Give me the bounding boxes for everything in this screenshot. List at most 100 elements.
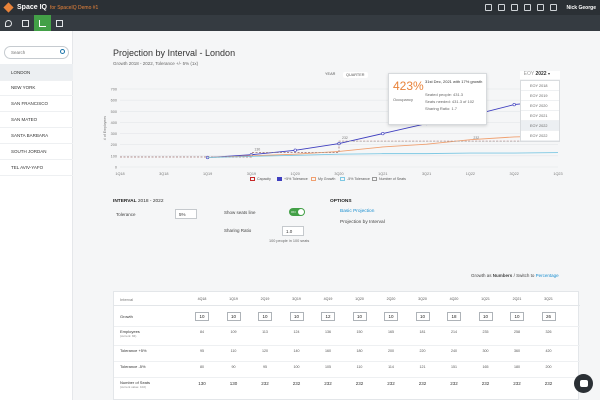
- growth-input[interactable]: 26: [541, 312, 556, 321]
- table-cell: 232: [261, 381, 269, 386]
- table-row-label: Tolerance -5%: [120, 364, 160, 369]
- table-cell: 258: [514, 330, 520, 334]
- table-cell: 235: [482, 330, 489, 334]
- column-header: 4Q19: [323, 297, 333, 301]
- row-label-growth: Growth: [120, 314, 133, 319]
- search-icon[interactable]: [60, 49, 65, 54]
- view-toggle-quarter[interactable]: QUARTER: [343, 72, 368, 78]
- sidebar-item-new-york[interactable]: NEW YORK: [0, 79, 73, 96]
- row-label-text: Tolerance -5%: [120, 364, 146, 369]
- list-icon[interactable]: [497, 4, 505, 11]
- growth-input[interactable]: 10: [226, 312, 241, 321]
- legend-capacity[interactable]: Capacity: [250, 177, 271, 181]
- table-cell: 240: [451, 349, 457, 353]
- chat-button[interactable]: [574, 374, 593, 393]
- sharing-note: 100 people in 100 seats: [269, 239, 310, 243]
- sidebar-item-london[interactable]: LONDON: [0, 64, 73, 81]
- year-dropdown[interactable]: EOY 2022 ▾: [520, 71, 560, 79]
- table-cell: 200: [545, 365, 552, 369]
- series-point[interactable]: [381, 131, 385, 136]
- series-point[interactable]: [512, 103, 516, 107]
- legend-minus-tolerance[interactable]: -5% Tolerance: [340, 177, 370, 181]
- sidebar-item-south-jordan[interactable]: SOUTH JORDAN: [0, 143, 73, 160]
- sidebar-item-santa-barbara[interactable]: SANTA BARBARA: [0, 127, 73, 144]
- growth-input[interactable]: 10: [415, 312, 430, 321]
- floorplan-button[interactable]: [17, 15, 34, 31]
- sidebar-item-san-francisco[interactable]: SAN FRANCISCO: [0, 95, 73, 112]
- search-input[interactable]: [4, 46, 69, 59]
- growth-input[interactable]: 10: [289, 312, 304, 321]
- growth-switch: Growth as Numbers / Switch to Percentage: [471, 273, 559, 278]
- chart-tooltip: 423% Occupancy 31st Dec, 2021 with 17% g…: [388, 73, 487, 125]
- header-interval: Interval: [120, 297, 134, 302]
- legend-my-growth[interactable]: My Growth: [311, 177, 335, 181]
- series-line[interactable]: [207, 135, 559, 158]
- map-icon[interactable]: [523, 4, 531, 11]
- legend-label: Number of Seats: [379, 177, 406, 181]
- trend-button[interactable]: [34, 15, 51, 31]
- table-cell: 150: [356, 330, 363, 334]
- year-option[interactable]: EOY 2018: [521, 81, 559, 91]
- view-toggle-year[interactable]: YEAR: [325, 72, 336, 76]
- growth-input[interactable]: 10: [352, 312, 367, 321]
- growth-input[interactable]: 10: [195, 312, 209, 321]
- x-tick-label: 3Q19: [247, 172, 256, 176]
- series-line[interactable]: [120, 140, 558, 158]
- legend-swatch: [250, 177, 255, 181]
- year-option[interactable]: EOY 2022: [521, 131, 559, 141]
- toggle-knob: [298, 209, 304, 215]
- chart-icon[interactable]: [536, 4, 544, 11]
- table-cell: 300: [482, 349, 489, 353]
- table-header: Interval 4Q18 1Q19 2Q19 3Q19 4Q19 1Q20 2Q20 3Q2…: [114, 292, 580, 306]
- option-basic-projection[interactable]: Basic Projection: [340, 209, 375, 214]
- series-point[interactable]: [293, 148, 297, 152]
- options-title: OPTIONS: [330, 199, 352, 204]
- year-option[interactable]: EOY 2020: [521, 101, 559, 111]
- report-icon[interactable]: [484, 4, 492, 11]
- sidebar-item-san-mateo[interactable]: SAN MATEO: [0, 111, 73, 128]
- sharing-ratio-stepper[interactable]: 1.0: [282, 226, 304, 236]
- legend-plus-tolerance[interactable]: +5% Tolerance: [277, 177, 308, 181]
- year-option[interactable]: EOY 2021: [521, 111, 559, 121]
- show-seats-label: Show seats line: [224, 210, 256, 215]
- projection-chart[interactable]: 700 600 500 400 300 200 100 0 # of Employees 1Q18…: [73, 81, 600, 221]
- x-tick-label: 3Q21: [422, 172, 431, 176]
- switch-to-percentage-link[interactable]: Percentage: [535, 273, 559, 278]
- table-cell: 109: [230, 330, 237, 334]
- legend-label: Capacity: [257, 177, 271, 181]
- growth-input[interactable]: 10: [478, 312, 493, 321]
- year-option[interactable]: EOY 2022: [521, 121, 559, 131]
- bars-icon[interactable]: [549, 4, 557, 11]
- option-projection-by-interval[interactable]: Projection by Interval: [340, 220, 385, 225]
- growth-input[interactable]: 18: [447, 312, 461, 321]
- table-cell: 80: [200, 365, 204, 369]
- table-cell: 232: [292, 381, 301, 386]
- table-row-label: Tolerance +5%: [120, 348, 160, 353]
- growth-input[interactable]: 10: [384, 312, 398, 321]
- interval-title: INTERVAL: [113, 199, 137, 204]
- tolerance-stepper[interactable]: 5%: [175, 209, 197, 219]
- table-cell: 214: [451, 330, 457, 334]
- growth-input[interactable]: 10: [510, 312, 524, 321]
- table-cell: 232: [387, 381, 395, 386]
- app-subtitle[interactable]: for SpaceIQ Demo #1: [49, 4, 99, 11]
- growth-input[interactable]: 12: [321, 312, 335, 321]
- sidebar-item-tel-aviv-yafo[interactable]: TEL AVIV-YAFO: [0, 159, 73, 176]
- document-button[interactable]: [51, 15, 68, 31]
- table-cell: 232: [324, 381, 332, 386]
- top-actions: Nick George: [484, 0, 596, 15]
- show-seats-toggle[interactable]: ON: [289, 208, 305, 216]
- legend-number-of-seats[interactable]: Number of Seats: [372, 177, 406, 181]
- year-option[interactable]: EOY 2019: [521, 91, 559, 101]
- user-name[interactable]: Nick George: [566, 4, 596, 11]
- box-icon[interactable]: [510, 4, 518, 11]
- column-header: 2Q19: [260, 297, 270, 301]
- column-header: 3Q20: [418, 297, 427, 301]
- location-button[interactable]: [0, 15, 17, 31]
- series-line[interactable]: [207, 152, 559, 158]
- table-cell: 124: [293, 330, 300, 334]
- main-content: Projection by Interval - London Growth 2…: [73, 31, 600, 400]
- seat-annotation: 232: [342, 136, 348, 140]
- row-divider: [114, 345, 580, 346]
- growth-input[interactable]: 10: [258, 312, 272, 321]
